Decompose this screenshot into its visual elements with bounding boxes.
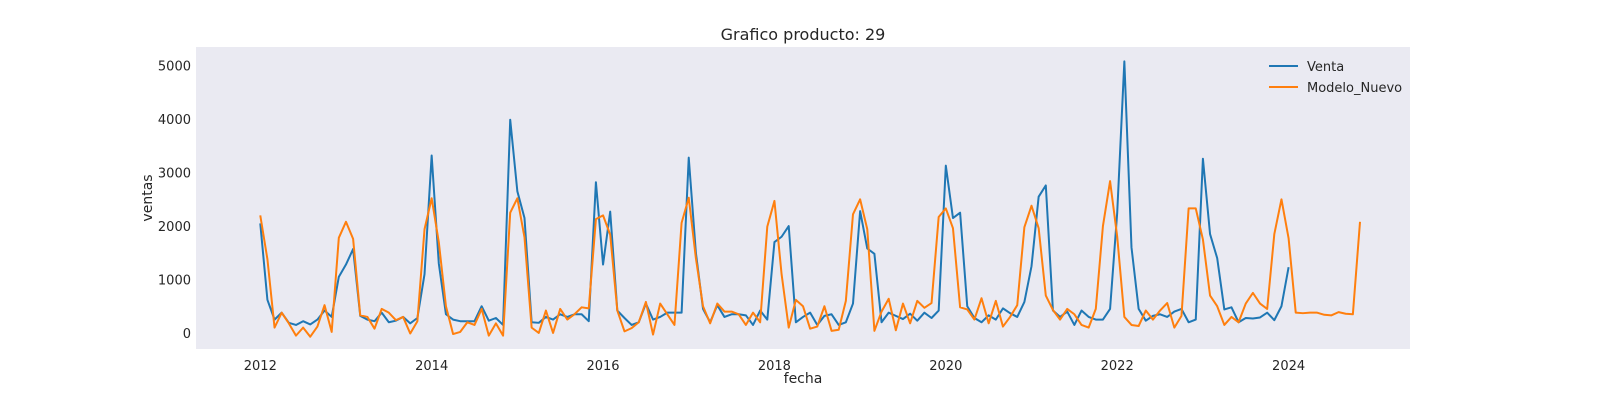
y-tick-label: 4000 [158, 113, 191, 128]
chart-title: Grafico producto: 29 [721, 25, 886, 44]
legend: Venta Modelo_Nuevo [1269, 60, 1402, 96]
x-tick-label: 2018 [758, 359, 791, 374]
x-tick-label: 2012 [244, 359, 277, 374]
x-tick-label: 2016 [586, 359, 619, 374]
x-axis: 2012 2014 2016 2018 2020 2022 2024 [244, 359, 1305, 374]
legend-label-venta: Venta [1307, 60, 1344, 75]
plot-area [196, 47, 1410, 349]
y-tick-label: 1000 [158, 274, 191, 289]
y-tick-label: 2000 [158, 220, 191, 235]
x-tick-label: 2024 [1272, 359, 1305, 374]
series-layer [259, 60, 1362, 338]
legend-label-modelo_nuevo: Modelo_Nuevo [1307, 81, 1402, 96]
x-axis-label: fecha [784, 371, 823, 387]
y-tick-label: 0 [183, 327, 191, 342]
x-tick-label: 2014 [415, 359, 448, 374]
series-line-venta [259, 60, 1290, 326]
x-tick-label: 2022 [1101, 359, 1134, 374]
series-line-modelo_nuevo [259, 180, 1362, 338]
y-tick-label: 3000 [158, 167, 191, 182]
y-tick-label: 5000 [158, 60, 191, 75]
y-axis: 0 1000 2000 3000 4000 5000 [158, 60, 191, 342]
y-axis-label: ventas [140, 174, 156, 221]
x-tick-label: 2020 [929, 359, 962, 374]
